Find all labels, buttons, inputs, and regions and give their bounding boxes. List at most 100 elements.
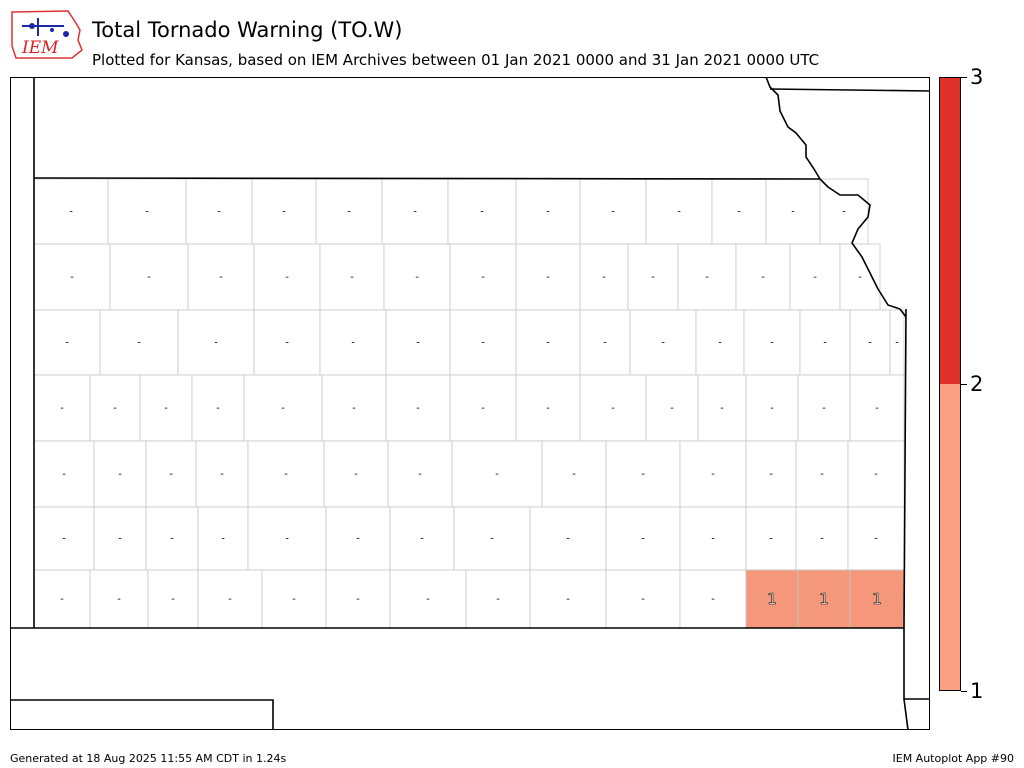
county-zero-label: - — [895, 338, 899, 349]
county-zero-label: - — [351, 338, 355, 349]
county-zero-label: - — [350, 272, 354, 283]
county-warned — [797, 569, 851, 629]
county-zero-label: - — [495, 469, 499, 480]
colorbar-label-1: 1 — [970, 679, 984, 703]
county-zero-label: - — [572, 469, 576, 480]
county-zero-label: - — [858, 272, 862, 283]
county-zero-label: - — [761, 272, 765, 283]
county-zero-label: - — [70, 272, 74, 283]
county-zero-label: - — [118, 469, 122, 480]
county-zero-label: - — [611, 403, 615, 414]
county — [465, 569, 531, 629]
county — [605, 569, 681, 629]
county-zero-label: - — [220, 469, 224, 480]
county-zero-label: - — [705, 272, 709, 283]
county — [197, 506, 249, 571]
county-count-label: 1 — [767, 590, 777, 608]
county-zero-label: - — [718, 338, 722, 349]
county — [765, 178, 821, 245]
county-zero-label: - — [481, 403, 485, 414]
county — [605, 506, 681, 571]
county — [185, 178, 253, 245]
county — [449, 374, 517, 442]
county — [99, 309, 179, 376]
county-zero-label: - — [416, 403, 420, 414]
county-zero-label: - — [480, 207, 484, 218]
county-zero-label: - — [651, 272, 655, 283]
map-title: Total Tornado Warning (TO.W) — [92, 18, 403, 42]
county — [529, 506, 607, 571]
county — [579, 374, 647, 442]
counted-counties: 1 1 1 — [745, 569, 905, 629]
county-zero-label: - — [813, 272, 817, 283]
county — [325, 506, 391, 571]
county-zero-label: - — [285, 338, 289, 349]
county-zero-label: - — [214, 338, 218, 349]
county — [33, 569, 91, 629]
county — [109, 243, 189, 311]
county — [849, 374, 905, 442]
county-zero-label: - — [118, 534, 122, 545]
county-zero-label: - — [170, 534, 174, 545]
county-zero-label: - — [611, 207, 615, 218]
kansas-county-map: - - - - - - - - - - - - - - - - - - - - - - - - - - - - - - - - - - - - - - - -… — [10, 77, 930, 730]
county — [515, 309, 581, 376]
county-zero-label: - — [823, 338, 827, 349]
county-zero-label: - — [420, 534, 424, 545]
county-zero-label: - — [602, 272, 606, 283]
county-zero-label: - — [416, 338, 420, 349]
county-zero-label: - — [418, 469, 422, 480]
county-zero-label: - — [603, 338, 607, 349]
county — [745, 440, 797, 508]
county — [33, 506, 95, 571]
county-zero-label: - — [711, 534, 715, 545]
county — [541, 440, 607, 508]
map-subtitle: Plotted for Kansas, based on IEM Archive… — [92, 51, 820, 69]
county — [33, 178, 109, 245]
county-zero-label: - — [711, 469, 715, 480]
county-zero-label: - — [69, 207, 73, 218]
county-zero-label: - — [356, 534, 360, 545]
county — [93, 506, 147, 571]
county-zero-label: - — [137, 338, 141, 349]
county-zero-label: - — [546, 272, 550, 283]
county — [323, 440, 389, 508]
county-zero-label: - — [62, 469, 66, 480]
county-zero-label: - — [147, 272, 151, 283]
app-label: IEM Autoplot App #90 — [892, 752, 1015, 765]
county-zero-label: - — [164, 403, 168, 414]
county-zero-label: - — [171, 594, 175, 605]
county-zero-label: - — [770, 338, 774, 349]
county — [261, 569, 327, 629]
county-zero-label: - — [426, 594, 430, 605]
colorbar-tick-3 — [961, 77, 967, 78]
county-zero-label: - — [216, 403, 220, 414]
county-zero-label: - — [284, 469, 288, 480]
county — [745, 506, 797, 571]
county — [177, 309, 255, 376]
county-zero-label: - — [546, 338, 550, 349]
county — [711, 178, 767, 245]
county — [315, 178, 383, 245]
county-zero-label: - — [169, 469, 173, 480]
county-zero-label: - — [874, 469, 878, 480]
colorbar — [939, 77, 961, 691]
county-zero-label: - — [352, 403, 356, 414]
county-zero-label: - — [60, 594, 64, 605]
county — [197, 569, 263, 629]
colorbar-label-2: 2 — [970, 372, 984, 396]
county — [383, 243, 451, 311]
county-zero-label: - — [113, 403, 117, 414]
county — [33, 374, 91, 442]
county — [187, 243, 255, 311]
county-zero-label: - — [62, 534, 66, 545]
county — [449, 243, 517, 311]
county-zero-label: - — [65, 338, 69, 349]
county-zero-label: - — [347, 207, 351, 218]
county-zero-label: - — [720, 403, 724, 414]
state-borders — [10, 77, 930, 730]
county-zero-label: - — [228, 594, 232, 605]
county — [515, 243, 581, 311]
county-zero-label: - — [490, 534, 494, 545]
county-warned — [849, 569, 905, 629]
